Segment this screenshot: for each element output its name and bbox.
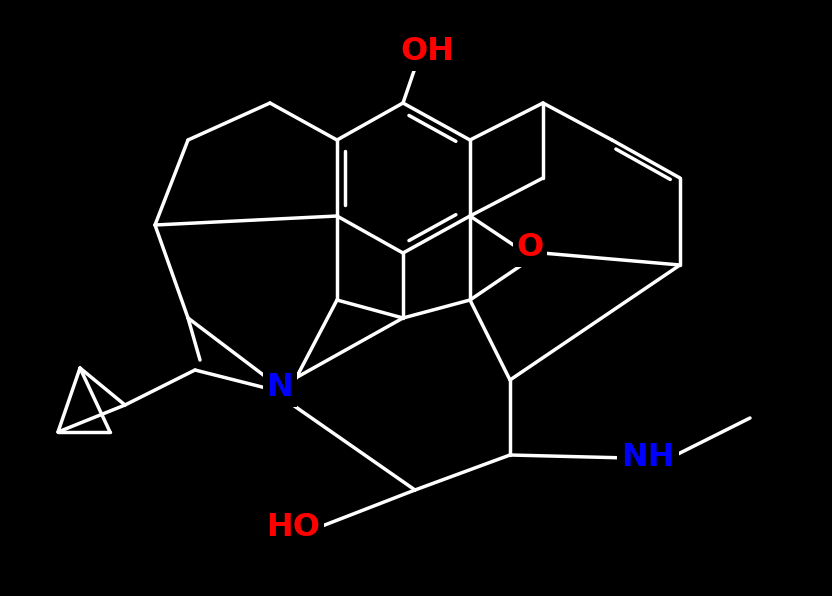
Text: N: N: [266, 372, 294, 403]
Text: O: O: [517, 232, 543, 263]
Text: OH: OH: [400, 36, 454, 67]
Text: NH: NH: [622, 442, 675, 473]
Text: HO: HO: [266, 513, 320, 544]
